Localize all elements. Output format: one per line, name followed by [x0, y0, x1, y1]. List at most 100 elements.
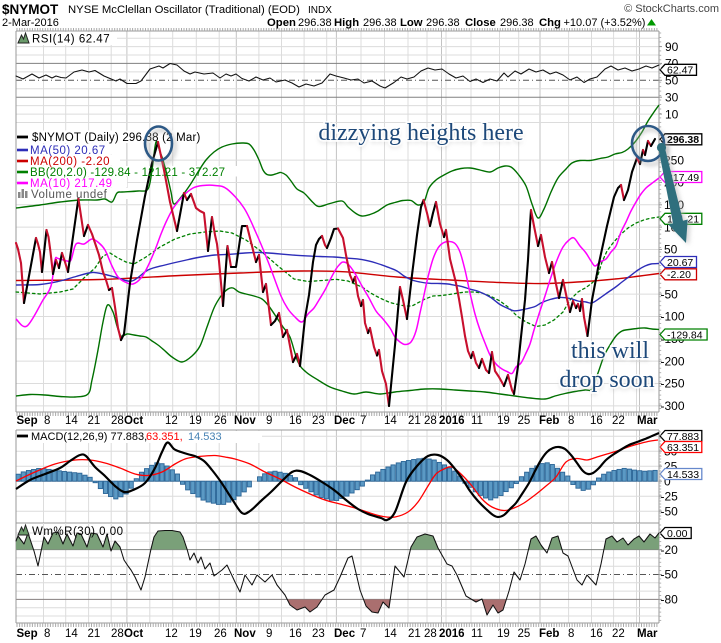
svg-text:21: 21: [408, 415, 421, 427]
svg-text:63.351,: 63.351,: [146, 431, 183, 443]
svg-text:RSI(14) 62.47: RSI(14) 62.47: [32, 34, 110, 46]
svg-text:9: 9: [266, 628, 272, 640]
svg-text:28: 28: [111, 628, 124, 640]
svg-text:12: 12: [165, 628, 178, 640]
svg-text:$NYMOT (Daily) 296.38 (2 Mar): $NYMOT (Daily) 296.38 (2 Mar): [32, 132, 201, 144]
svg-text:16: 16: [289, 628, 302, 640]
svg-text:7: 7: [360, 415, 366, 427]
svg-text:14: 14: [384, 415, 397, 427]
svg-text:8: 8: [568, 628, 574, 640]
svg-text:dizzying heights here: dizzying heights here: [318, 120, 523, 146]
svg-text:-50: -50: [661, 287, 679, 301]
svg-text:23: 23: [312, 628, 325, 640]
svg-text:MACD(12,26,9) 77.883,: MACD(12,26,9) 77.883,: [31, 431, 147, 443]
svg-text:296.38: 296.38: [426, 17, 460, 29]
svg-text:7: 7: [360, 628, 366, 640]
svg-text:-25: -25: [661, 489, 679, 503]
svg-text:Oct: Oct: [124, 415, 143, 427]
svg-text:+10.07 (+3.52%): +10.07 (+3.52%): [564, 17, 646, 29]
svg-text:22: 22: [612, 628, 625, 640]
svg-text:Nov: Nov: [234, 628, 256, 640]
svg-text:19: 19: [497, 628, 510, 640]
svg-text:28: 28: [424, 415, 437, 427]
svg-text:28: 28: [111, 415, 124, 427]
svg-text:Feb: Feb: [539, 628, 559, 640]
svg-text:MA(50) 20.67: MA(50) 20.67: [30, 145, 106, 157]
svg-text:0.00: 0.00: [667, 528, 688, 540]
svg-text:Close: Close: [465, 17, 496, 29]
svg-text:-200: -200: [661, 354, 685, 368]
svg-text:21: 21: [88, 415, 101, 427]
svg-text:62.47: 62.47: [667, 65, 693, 77]
svg-text:8: 8: [44, 415, 50, 427]
svg-text:20.67: 20.67: [667, 257, 693, 269]
svg-text:296.38: 296.38: [667, 134, 699, 146]
svg-text:-250: -250: [661, 377, 685, 391]
svg-text:-100: -100: [661, 310, 685, 324]
svg-text:Mar: Mar: [637, 628, 658, 640]
svg-text:$NYMOT: $NYMOT: [2, 2, 59, 17]
svg-text:2016: 2016: [439, 415, 465, 427]
svg-text:Wm%R(30) 0.00: Wm%R(30) 0.00: [32, 526, 124, 538]
svg-text:11: 11: [471, 628, 483, 640]
svg-text:Dec: Dec: [334, 415, 356, 427]
svg-text:26: 26: [214, 415, 227, 427]
svg-text:25: 25: [518, 415, 531, 427]
svg-text:Volume undef: Volume undef: [31, 189, 108, 201]
svg-text:this will: this will: [571, 338, 649, 364]
svg-text:drop soon: drop soon: [559, 367, 654, 393]
svg-text:© StockCharts.com: © StockCharts.com: [624, 3, 719, 15]
svg-text:63.351: 63.351: [667, 442, 699, 454]
svg-text:8: 8: [44, 628, 50, 640]
svg-text:8: 8: [568, 415, 574, 427]
svg-text:Sep: Sep: [17, 415, 38, 427]
svg-text:Chg: Chg: [539, 17, 561, 29]
svg-text:NYSE McClellan Oscillator (Tra: NYSE McClellan Oscillator (Traditional) …: [68, 4, 300, 16]
svg-text:-20: -20: [661, 543, 679, 557]
svg-text:-2.20: -2.20: [667, 269, 691, 281]
svg-text:21: 21: [408, 628, 421, 640]
svg-text:-129.84: -129.84: [667, 329, 703, 341]
svg-text:14.533: 14.533: [667, 469, 699, 481]
svg-text:drop soon: drop soon: [559, 370, 654, 396]
svg-text:this will: this will: [571, 341, 649, 367]
svg-text:INDX: INDX: [308, 5, 332, 16]
svg-text:16: 16: [590, 628, 603, 640]
svg-text:High: High: [334, 17, 359, 29]
svg-text:28: 28: [424, 628, 437, 640]
svg-text:this will: this will: [571, 338, 649, 364]
svg-text:Feb: Feb: [539, 415, 559, 427]
svg-text:30: 30: [665, 90, 679, 104]
svg-text:BB(20,2.0) -129.84 - 121.21 -: BB(20,2.0) -129.84 - 121.21 - 372.27: [30, 167, 225, 179]
svg-text:Open: Open: [267, 17, 296, 29]
svg-text:Sep: Sep: [17, 628, 38, 640]
svg-text:296.38: 296.38: [500, 17, 534, 29]
svg-text:50: 50: [665, 74, 679, 88]
svg-text:dizzying heights here: dizzying heights here: [318, 123, 523, 149]
svg-text:25: 25: [518, 628, 531, 640]
svg-text:10: 10: [665, 107, 679, 121]
svg-text:Low: Low: [400, 17, 423, 29]
svg-text:11: 11: [471, 415, 483, 427]
svg-text:2016: 2016: [439, 628, 465, 640]
svg-text:Mar: Mar: [637, 415, 658, 427]
svg-text:16: 16: [590, 415, 603, 427]
svg-text:77.883: 77.883: [667, 431, 699, 443]
svg-text:-50: -50: [661, 504, 679, 518]
svg-text:-300: -300: [661, 399, 685, 413]
svg-text:2-Mar-2016: 2-Mar-2016: [2, 17, 59, 29]
svg-text:dizzying heights here: dizzying heights here: [318, 120, 523, 146]
svg-text:16: 16: [289, 415, 302, 427]
svg-text:Dec: Dec: [334, 628, 356, 640]
svg-text:22: 22: [612, 415, 625, 427]
svg-text:14: 14: [65, 415, 78, 427]
svg-text:14.533: 14.533: [188, 431, 222, 443]
svg-text:19: 19: [189, 415, 202, 427]
svg-text:14: 14: [384, 628, 397, 640]
svg-text:90: 90: [665, 40, 679, 54]
svg-text:19: 19: [189, 628, 202, 640]
svg-text:Nov: Nov: [234, 415, 256, 427]
svg-text:14: 14: [65, 628, 78, 640]
svg-text:296.38: 296.38: [298, 17, 332, 29]
svg-text:12: 12: [165, 415, 178, 427]
